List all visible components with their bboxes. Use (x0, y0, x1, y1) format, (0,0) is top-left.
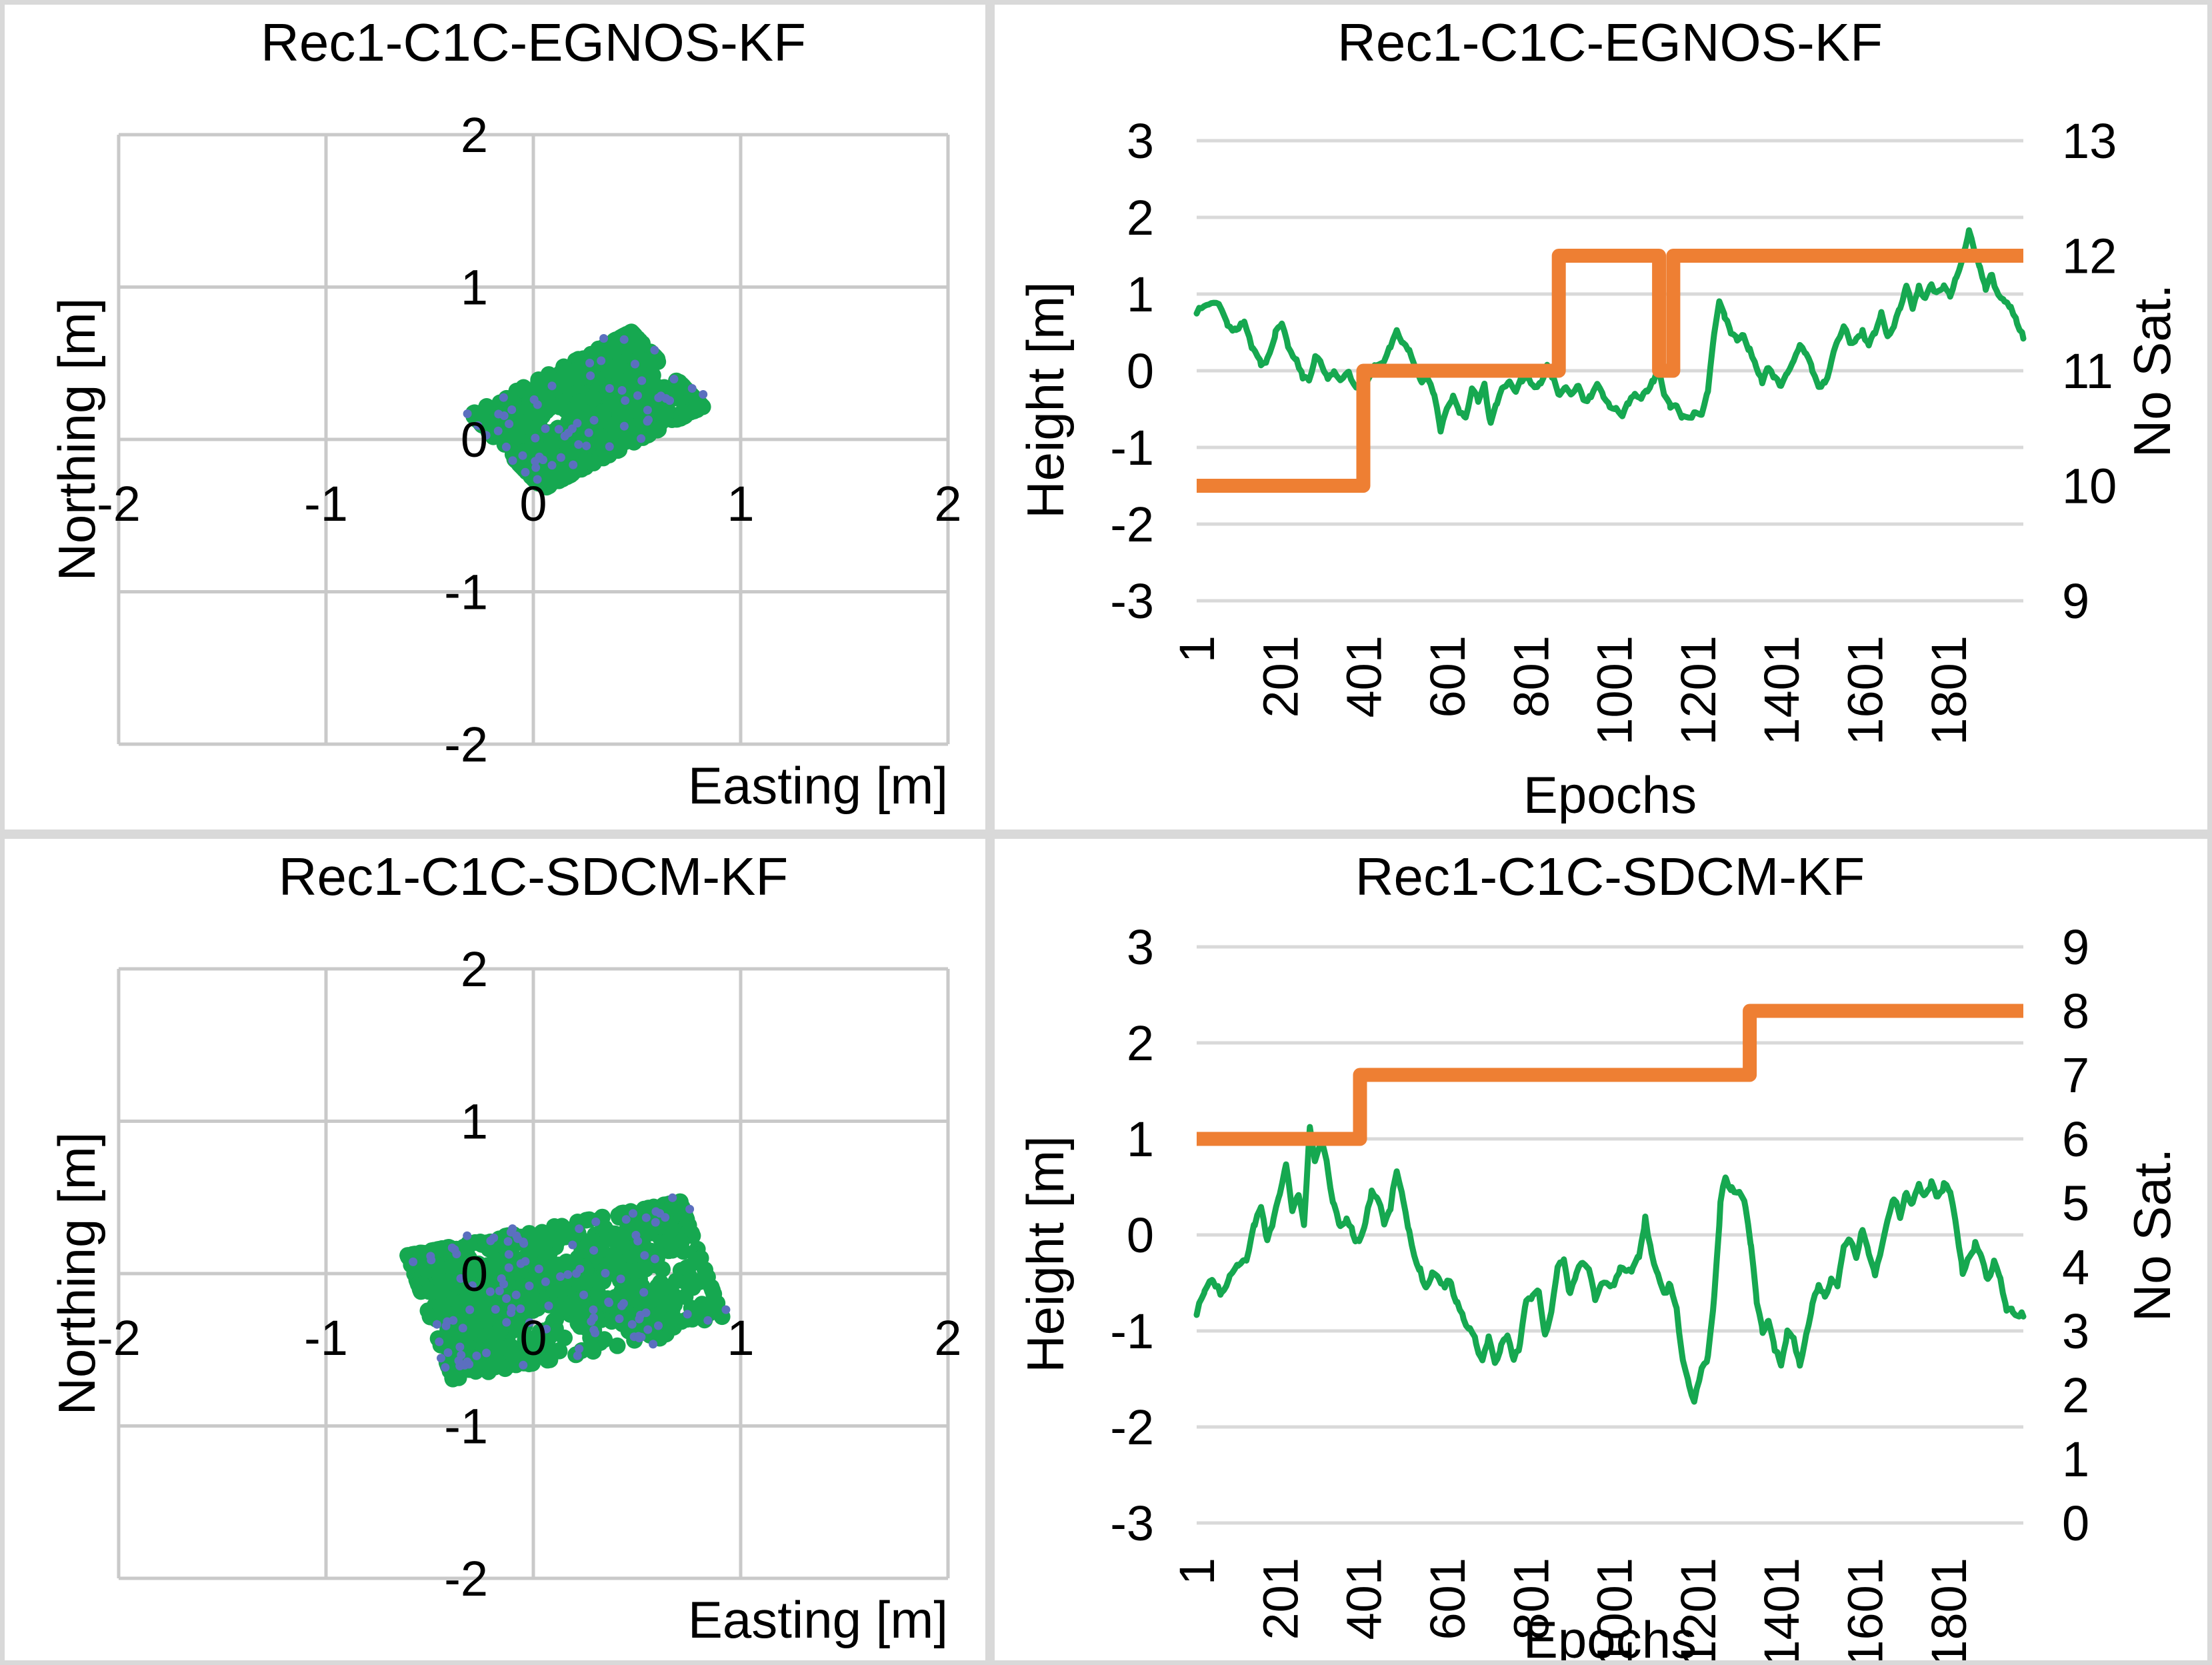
svg-text:1601: 1601 (1838, 635, 1893, 745)
svg-text:-1: -1 (444, 565, 488, 620)
sdcm-scatter-plot: -2 -1 0 1 2 2 1 0 -1 -2 (97, 942, 961, 1606)
svg-text:7: 7 (2062, 1048, 2089, 1103)
svg-text:-2: -2 (97, 1310, 141, 1366)
svg-text:3: 3 (1127, 113, 1154, 169)
svg-text:-1: -1 (304, 1310, 348, 1366)
egnos-line-y2-axis-title: No Sat. (2123, 283, 2182, 458)
svg-text:-2: -2 (1110, 497, 1154, 552)
svg-text:10: 10 (2062, 459, 2117, 514)
svg-text:1201: 1201 (1671, 1558, 1726, 1665)
svg-text:-2: -2 (444, 1551, 488, 1606)
svg-text:-1: -1 (1110, 1304, 1154, 1359)
svg-text:-1: -1 (304, 476, 348, 531)
egnos-scatter-title: Rec1-C1C-EGNOS-KF (261, 13, 806, 72)
svg-text:0: 0 (461, 1246, 488, 1302)
svg-text:-2: -2 (97, 476, 141, 531)
svg-text:3: 3 (1127, 920, 1154, 975)
svg-text:0: 0 (519, 476, 547, 531)
svg-text:9: 9 (2062, 573, 2089, 629)
egnos-line-y-axis-title: Height [m] (1016, 281, 1075, 519)
svg-text:2: 2 (934, 1310, 961, 1366)
svg-text:4: 4 (2062, 1240, 2089, 1295)
svg-text:0: 0 (461, 412, 488, 467)
svg-text:0: 0 (519, 1310, 547, 1366)
svg-text:1: 1 (1127, 1112, 1154, 1167)
sdcm-scatter-x-axis-title: Easting [m] (687, 1590, 948, 1649)
svg-text:1: 1 (1127, 267, 1154, 322)
svg-text:9: 9 (2062, 920, 2089, 975)
egnos-line-x-axis-title: Epochs (1523, 765, 1697, 824)
egnos-scatter-y-axis-title: Northing [m] (47, 297, 107, 581)
chart-sdcm-line: 3 2 1 0 -1 -2 -3 9 8 7 6 5 4 3 2 1 0 1 201 401 601 801 1001 120… (990, 834, 2212, 1665)
svg-text:6: 6 (2062, 1112, 2089, 1167)
svg-text:2: 2 (2062, 1368, 2089, 1423)
svg-text:0: 0 (1127, 1208, 1154, 1263)
svg-text:-3: -3 (1110, 1496, 1154, 1551)
svg-text:13: 13 (2062, 113, 2117, 169)
svg-text:801: 801 (1503, 635, 1559, 717)
svg-text:1: 1 (1169, 1558, 1225, 1585)
svg-text:-2: -2 (1110, 1400, 1154, 1455)
svg-text:1801: 1801 (1921, 635, 1977, 745)
svg-text:401: 401 (1337, 1558, 1392, 1640)
svg-text:1601: 1601 (1838, 1558, 1893, 1665)
svg-text:0: 0 (1127, 343, 1154, 399)
svg-text:1401: 1401 (1754, 635, 1809, 745)
svg-text:1: 1 (727, 1310, 754, 1366)
svg-text:12: 12 (2062, 229, 2117, 284)
svg-text:1: 1 (727, 476, 754, 531)
svg-text:3: 3 (2062, 1304, 2089, 1359)
sdcm-line-y-axis-title: Height [m] (1016, 1136, 1075, 1373)
svg-text:8: 8 (2062, 984, 2089, 1039)
sdcm-line-x-axis-title: Epochs (1523, 1610, 1697, 1665)
svg-text:1: 1 (2062, 1432, 2089, 1487)
svg-text:201: 201 (1253, 1558, 1308, 1640)
svg-text:-3: -3 (1110, 573, 1154, 629)
svg-text:1001: 1001 (1587, 635, 1643, 745)
svg-text:-1: -1 (444, 1399, 488, 1454)
svg-text:1: 1 (461, 260, 488, 315)
svg-text:1: 1 (1169, 635, 1225, 663)
svg-text:1801: 1801 (1921, 1558, 1977, 1665)
svg-text:1401: 1401 (1754, 1558, 1809, 1665)
svg-text:0: 0 (2062, 1496, 2089, 1551)
svg-text:11: 11 (2062, 343, 2113, 399)
svg-text:201: 201 (1253, 635, 1308, 717)
svg-text:1201: 1201 (1671, 635, 1726, 745)
egnos-scatter-x-axis-title: Easting [m] (687, 756, 948, 815)
svg-text:801: 801 (1503, 1558, 1559, 1640)
egnos-line-title: Rec1-C1C-EGNOS-KF (1337, 13, 1883, 72)
svg-text:-1: -1 (1110, 420, 1154, 475)
svg-text:2: 2 (1127, 1016, 1154, 1071)
svg-text:2: 2 (934, 476, 961, 531)
egnos-scatter-plot: -2 -1 0 1 2 2 1 0 -1 -2 (97, 107, 961, 772)
sdcm-line-y2-axis-title: No Sat. (2123, 1148, 2182, 1322)
svg-text:2: 2 (461, 107, 488, 163)
chart-egnos-scatter: -2 -1 0 1 2 2 1 0 -1 -2 Rec1-C1C-EGNOS-KF Northin… (0, 0, 990, 834)
chart-sdcm-scatter: -2 -1 0 1 2 2 1 0 -1 -2 Rec1-C1C-SDCM-KF Northing… (0, 834, 990, 1665)
svg-text:1001: 1001 (1587, 1558, 1643, 1665)
svg-text:601: 601 (1420, 635, 1475, 717)
sdcm-scatter-y-axis-title: Northing [m] (47, 1132, 107, 1416)
sdcm-line-title: Rec1-C1C-SDCM-KF (1355, 847, 1865, 906)
svg-text:2: 2 (1127, 190, 1154, 245)
svg-text:5: 5 (2062, 1176, 2089, 1231)
chart-egnos-line: 3 2 1 0 -1 -2 -3 13 12 11 10 9 1 201 401 601 801 1001 1201… (990, 0, 2212, 834)
svg-text:601: 601 (1420, 1558, 1475, 1640)
svg-text:1: 1 (461, 1094, 488, 1150)
svg-text:401: 401 (1337, 635, 1392, 717)
sdcm-scatter-title: Rec1-C1C-SDCM-KF (278, 847, 789, 906)
svg-text:-2: -2 (444, 717, 488, 772)
svg-text:2: 2 (461, 942, 488, 997)
